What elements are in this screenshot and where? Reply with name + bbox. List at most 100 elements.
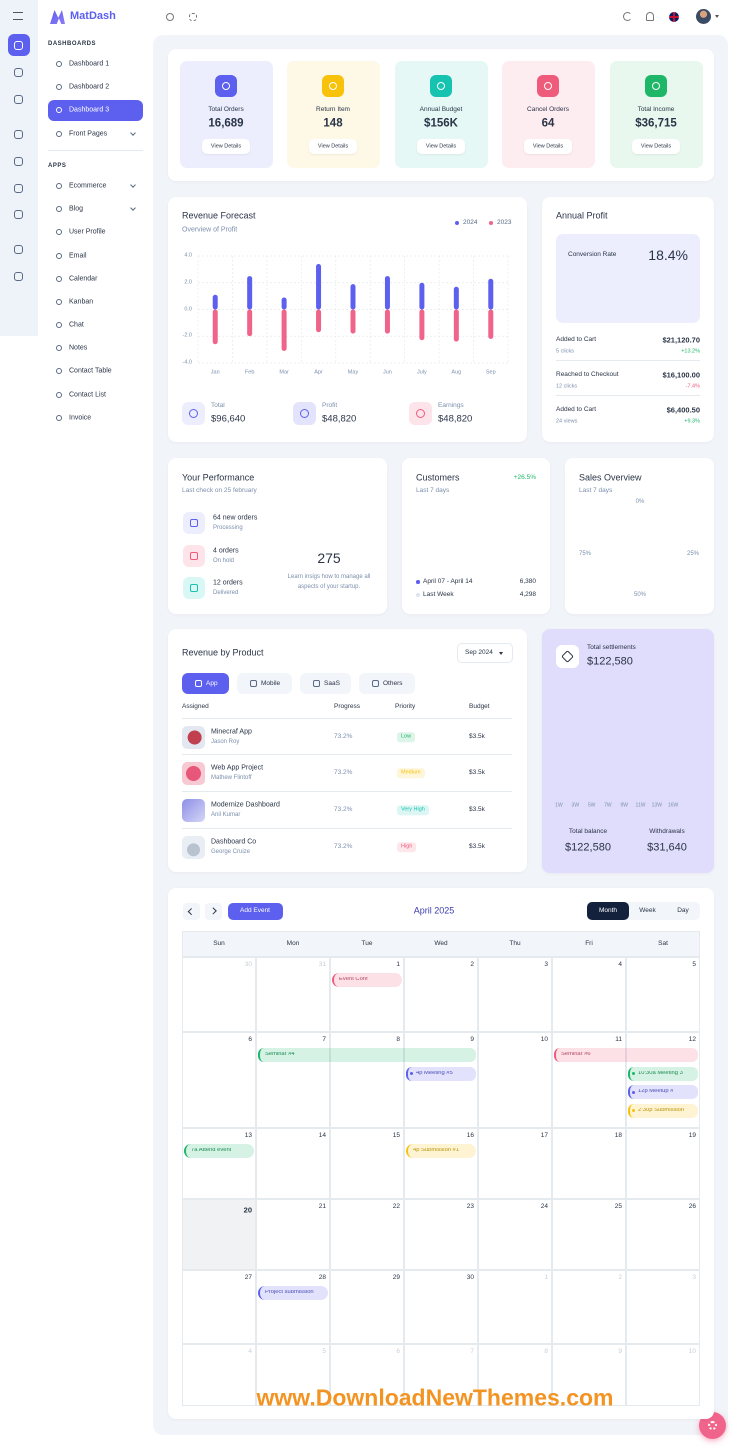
calendar-cell[interactable] [256, 1270, 330, 1344]
calendar-cell[interactable] [626, 1128, 700, 1199]
product-tab[interactable] [359, 673, 415, 694]
event[interactable] [628, 1103, 698, 1118]
menu-item[interactable]: Dashboard 3 [69, 106, 110, 114]
apps-button[interactable] [189, 13, 197, 21]
calendar-cell[interactable] [182, 1270, 256, 1344]
calendar-cell[interactable] [330, 1128, 404, 1199]
calendar-cell[interactable] [256, 1128, 330, 1199]
calendar-cell[interactable] [404, 1199, 478, 1270]
calendar-cell[interactable] [330, 957, 404, 1032]
product-tab-label[interactable]: Others [383, 679, 403, 687]
add-event-label[interactable]: Add Event [240, 906, 270, 914]
product-tab[interactable] [300, 673, 351, 694]
menu-item[interactable]: Calendar [69, 275, 98, 283]
event[interactable] [258, 1048, 476, 1062]
menu-item[interactable]: Notes [69, 344, 88, 352]
menu-item[interactable]: Dashboard 2 [69, 83, 110, 91]
menu-active[interactable] [48, 100, 143, 121]
calendar-cell[interactable] [182, 1199, 256, 1270]
menu-item[interactable]: Dashboard 1 [69, 60, 110, 68]
rail-icon[interactable] [14, 68, 23, 77]
event-title[interactable]: 4p Meeting #5 [416, 1070, 453, 1076]
product-tab-label[interactable]: Mobile [261, 679, 281, 687]
rail-icon[interactable] [14, 95, 23, 104]
stat-button-label[interactable]: View Details [210, 143, 242, 150]
stat-button-label[interactable]: View Details [640, 143, 672, 150]
view-option[interactable]: Week [639, 906, 656, 914]
menu-item[interactable]: Contact List [69, 391, 106, 399]
event-title[interactable]: Event Conf [339, 977, 368, 983]
calendar-cell[interactable] [182, 1032, 256, 1128]
menu-item[interactable]: Invoice [69, 414, 92, 422]
add-event-button[interactable] [228, 903, 283, 920]
product-tab[interactable] [237, 673, 292, 694]
calendar-cell[interactable] [626, 957, 700, 1032]
event-title[interactable]: Seminar #6 [561, 1052, 591, 1058]
period-select[interactable] [457, 643, 513, 663]
stat-button[interactable] [417, 139, 465, 154]
stat-button-label[interactable]: View Details [317, 143, 349, 150]
theme-toggle[interactable] [623, 12, 632, 21]
event-title[interactable]: Project submission [265, 1290, 314, 1296]
search-button[interactable] [166, 13, 174, 21]
calendar-cell[interactable] [552, 1270, 626, 1344]
calendar-cell[interactable] [626, 1270, 700, 1344]
calendar-cell[interactable] [256, 1032, 330, 1128]
stat-button[interactable] [202, 139, 250, 154]
calendar-cell[interactable] [552, 1128, 626, 1199]
calendar-cell[interactable] [330, 1199, 404, 1270]
calendar-cell[interactable] [552, 1032, 626, 1128]
event-title[interactable]: Seminar #4 [265, 1052, 295, 1058]
event[interactable] [628, 1066, 698, 1081]
menu-item[interactable]: User Profile [69, 228, 106, 236]
calendar-cell[interactable] [478, 1199, 552, 1270]
calendar-cell[interactable] [552, 1344, 626, 1406]
calendar-cell[interactable] [256, 1199, 330, 1270]
calendar-cell[interactable] [182, 1344, 256, 1406]
menu-item[interactable]: Kanban [69, 298, 94, 306]
calendar-cell[interactable] [478, 957, 552, 1032]
user-avatar[interactable] [696, 9, 711, 24]
nav-button[interactable] [205, 903, 222, 920]
event[interactable] [554, 1048, 698, 1062]
calendar-cell[interactable] [330, 1270, 404, 1344]
calendar-cell[interactable] [330, 1344, 404, 1406]
calendar-cell[interactable] [404, 957, 478, 1032]
period-select-label[interactable]: Sep 2024 [465, 648, 493, 656]
calendar-cell[interactable] [478, 1128, 552, 1199]
calendar-cell[interactable] [478, 1344, 552, 1406]
stat-button[interactable] [524, 139, 572, 154]
event-title[interactable]: 7a Attend event [191, 1148, 232, 1154]
event[interactable] [628, 1085, 698, 1099]
calendar-cell[interactable] [478, 1270, 552, 1344]
calendar-cell[interactable] [256, 957, 330, 1032]
event[interactable] [258, 1286, 328, 1300]
menu-toggle[interactable] [13, 12, 23, 20]
view-active[interactable] [587, 902, 629, 920]
rail-icon[interactable] [14, 245, 23, 254]
calendar-cell[interactable] [626, 1199, 700, 1270]
stat-button[interactable] [309, 139, 357, 154]
calendar-cell[interactable] [404, 1344, 478, 1406]
rail-icon[interactable] [14, 184, 23, 193]
rail-active[interactable] [8, 34, 30, 56]
avatar-caret[interactable] [715, 15, 719, 18]
menu-item[interactable]: Contact Table [69, 367, 112, 375]
menu-item[interactable]: Chat [69, 321, 84, 329]
event-title[interactable]: 12p Meetup # [638, 1089, 674, 1095]
event[interactable] [184, 1144, 254, 1158]
rail-icon[interactable] [14, 157, 23, 166]
view-option[interactable]: Day [677, 906, 689, 914]
calendar-cell[interactable] [404, 1270, 478, 1344]
calendar-cell[interactable] [552, 1199, 626, 1270]
stat-button-label[interactable]: View Details [532, 143, 564, 150]
event-title[interactable]: 2:30p Submission [638, 1107, 685, 1113]
rail-icon[interactable] [14, 272, 23, 281]
calendar-cell[interactable] [182, 1128, 256, 1199]
calendar-cell[interactable] [626, 1344, 700, 1406]
event[interactable] [406, 1066, 476, 1081]
language-flag[interactable] [669, 12, 679, 22]
rail-icon[interactable] [14, 41, 23, 50]
rail-icon[interactable] [14, 130, 23, 139]
event-title[interactable]: 10:30a Meeting 3 [638, 1070, 683, 1076]
